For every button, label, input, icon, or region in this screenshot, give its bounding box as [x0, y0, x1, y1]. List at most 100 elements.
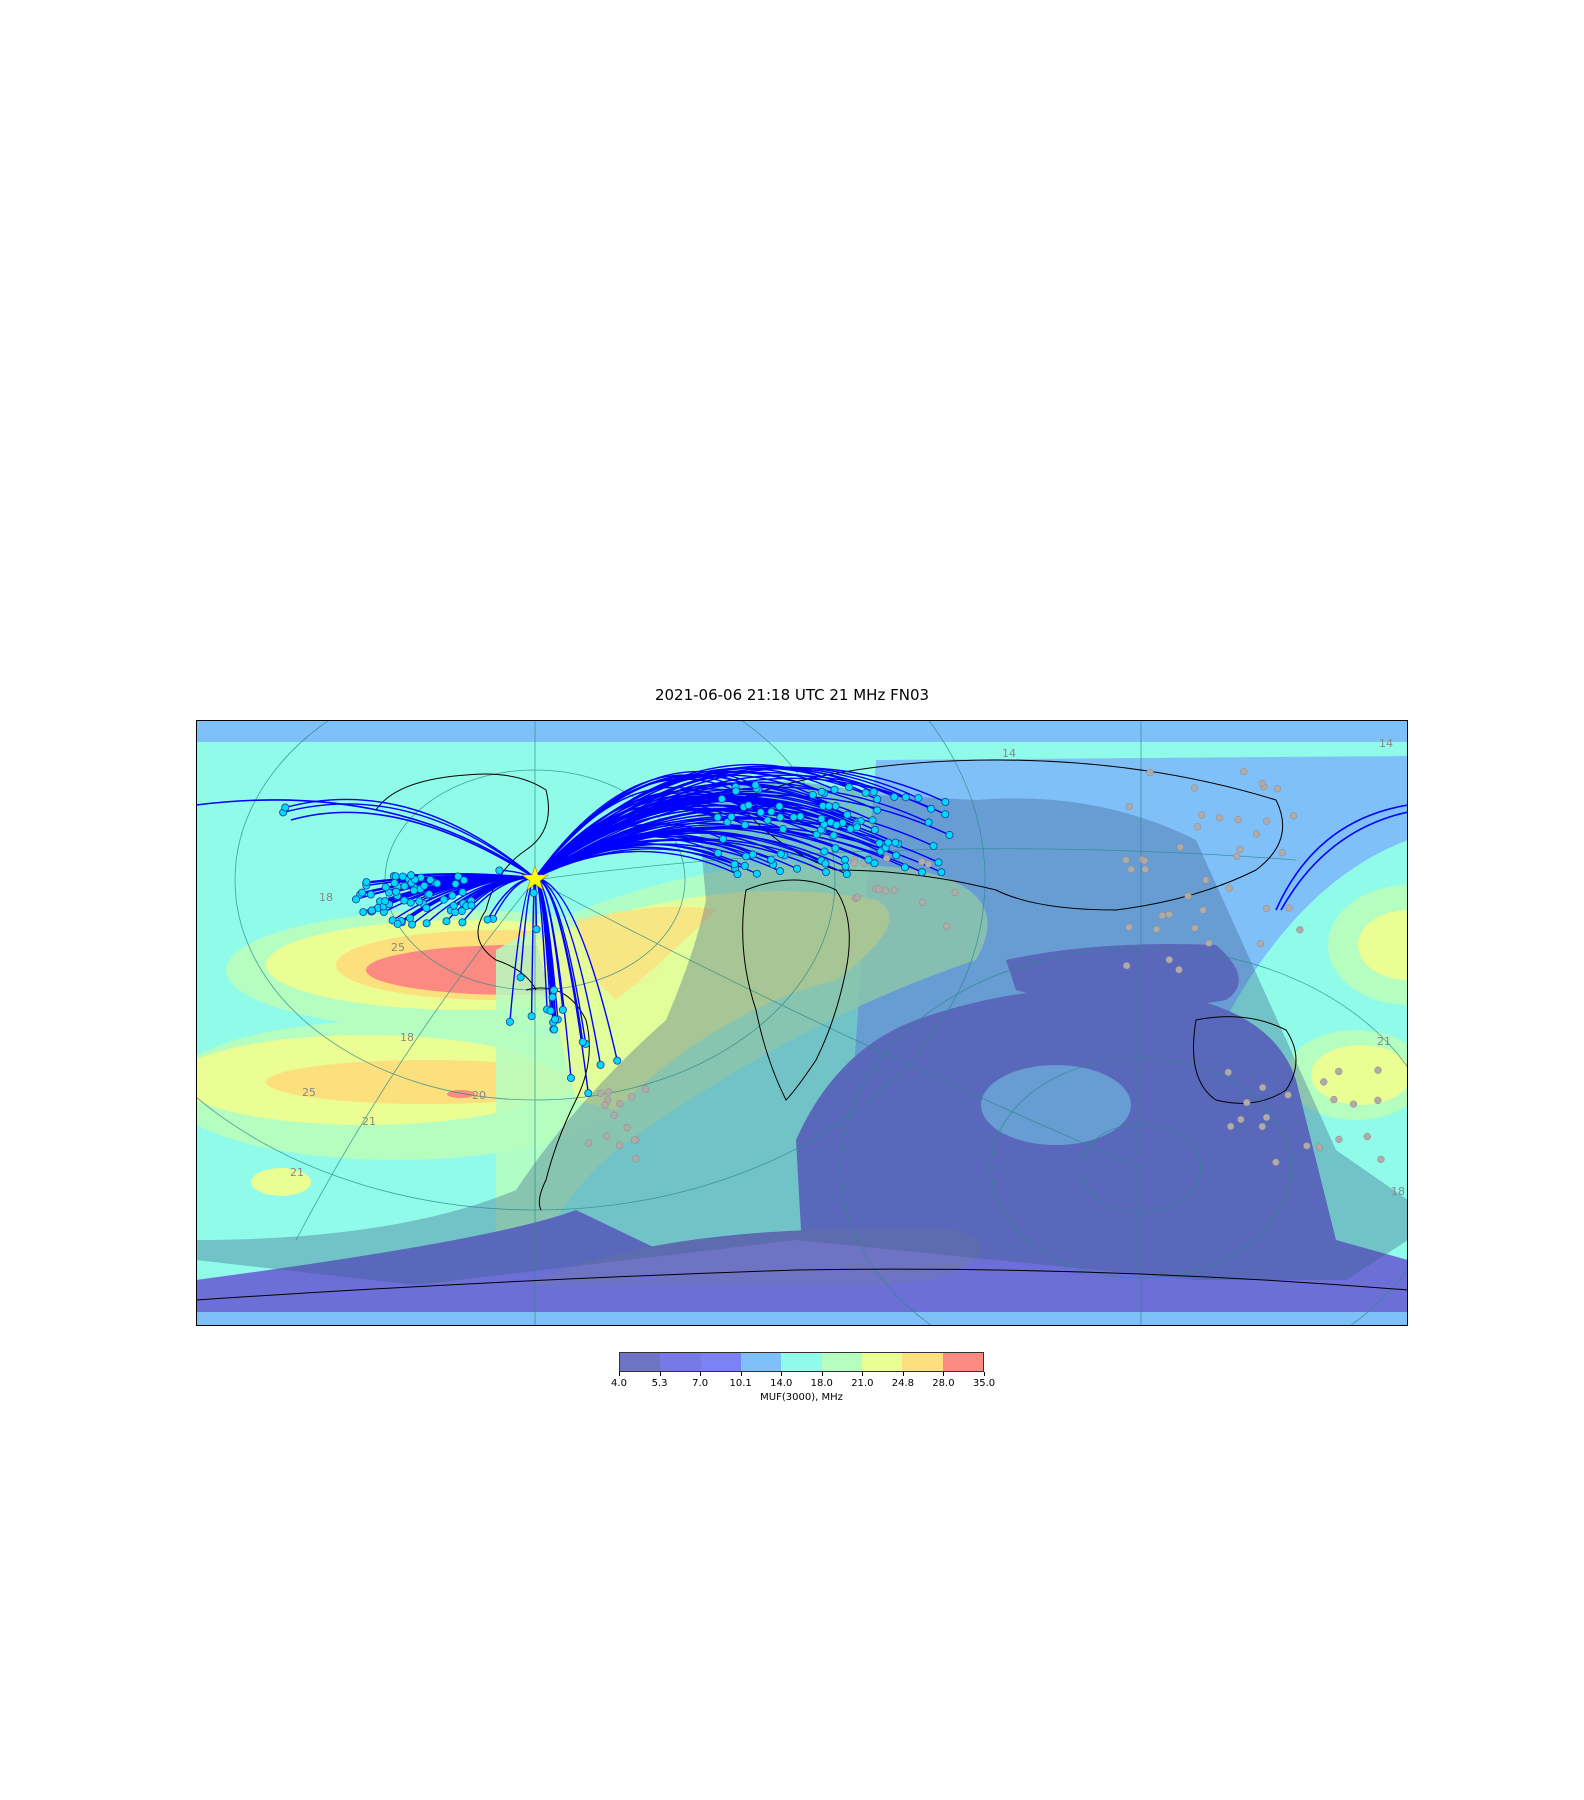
colorbar-tick [821, 1372, 823, 1376]
contour-label: 14 [1379, 737, 1393, 750]
contour-label: 21 [290, 1166, 304, 1179]
spot-marker [869, 787, 878, 796]
spot-marker [548, 993, 557, 1002]
colorbar-segment [781, 1353, 822, 1371]
other-spot-marker [1374, 1096, 1382, 1105]
contour-label: 21 [1377, 1035, 1391, 1048]
spot-marker [730, 860, 739, 869]
other-spot-marker [596, 1089, 605, 1097]
spot-marker [713, 813, 722, 822]
other-spot-marker [943, 922, 951, 930]
other-spot-marker [1191, 924, 1199, 932]
spot-marker [830, 785, 839, 794]
muf-zone-low-south [196, 988, 1408, 1326]
other-spot-marker [1122, 856, 1130, 864]
muf-zone-21-southeast [1311, 1045, 1408, 1105]
coast-africa [742, 879, 850, 1101]
spot-marker [733, 870, 742, 879]
spot-marker [529, 888, 538, 897]
colorbar-tick [943, 1372, 945, 1376]
other-spot-marker [1303, 1142, 1311, 1150]
colorbar-tick [781, 1372, 783, 1376]
other-spot-marker [1123, 962, 1131, 970]
spot-marker [748, 850, 757, 859]
other-spot-marker [616, 1099, 624, 1108]
spot-marker [900, 863, 909, 872]
spot-marker [409, 886, 418, 895]
other-spot-marker [610, 1111, 618, 1119]
other-spot-marker [918, 898, 927, 907]
spot-marker [941, 798, 950, 807]
other-spot-marker [1320, 1078, 1328, 1086]
other-spot-marker [850, 859, 859, 867]
spot-marker [483, 915, 492, 924]
spot-marker [927, 804, 936, 813]
other-spot-marker [1258, 779, 1266, 787]
muf-zone-low-indian [1006, 944, 1239, 1008]
other-spot-marker [601, 1101, 609, 1109]
colorbar-segment [660, 1353, 701, 1371]
spot-marker [405, 914, 414, 923]
spot-marker [824, 802, 833, 811]
spot-marker [281, 803, 290, 812]
spot-marker [941, 810, 950, 819]
spot-marker [767, 807, 776, 816]
spot-marker [937, 868, 946, 877]
colorbar-segment [620, 1353, 661, 1371]
contour-label: 25 [302, 1086, 316, 1099]
other-spot-marker [623, 1123, 631, 1132]
other-spot-marker [1193, 823, 1202, 831]
spot-marker [870, 825, 879, 834]
spot-marker [901, 793, 910, 802]
map-title: 2021-06-06 21:18 UTC 21 MHz FN03 [654, 686, 930, 704]
colorbar-tick [700, 1372, 702, 1376]
contour-label: 20 [472, 1089, 486, 1102]
other-spot-marker [1227, 1122, 1235, 1131]
colorbar-segment [740, 1353, 782, 1371]
spot-marker [845, 783, 854, 792]
spot-marker [832, 820, 841, 829]
spot-marker [422, 904, 431, 913]
other-spot-marker [1190, 784, 1199, 792]
contour-labels: 14 14 18 25 18 25 21 21 21 18 20 [290, 737, 1405, 1198]
contour-label: 25 [391, 941, 405, 954]
colorbar-tick-label: 4.0 [611, 1378, 627, 1389]
muf-zone-21-far-south [251, 1168, 311, 1196]
spot-marker [767, 855, 776, 864]
colorbar-label: MUF(3000), MHz [760, 1392, 843, 1403]
spot-marker [793, 864, 802, 873]
coast-eurasia [735, 759, 1284, 911]
propagation-path [196, 799, 536, 879]
spot-marker [776, 813, 785, 822]
colorbar-tick-label: 5.3 [651, 1378, 668, 1389]
colorbar-tick-label: 24.8 [891, 1378, 915, 1389]
other-spot-marker [1233, 852, 1241, 860]
spot-marker [843, 810, 852, 819]
spot-marker [808, 790, 817, 799]
contour-label: 18 [400, 1031, 414, 1044]
spot-marker [820, 847, 829, 856]
spot-marker [868, 816, 877, 825]
spot-marker [831, 844, 840, 853]
other-spot-marker [1225, 884, 1233, 892]
spot-marker [890, 792, 899, 801]
coast-south-america [525, 987, 590, 1211]
spot-marker [776, 867, 785, 876]
spot-marker [393, 919, 402, 928]
propagation-path [1280, 811, 1408, 911]
spot-marker [505, 1017, 514, 1026]
spot-marker [779, 824, 788, 833]
coast-north-america [375, 773, 549, 991]
other-spot-marker [1262, 904, 1271, 913]
muf-zone-low-antarctic [536, 1228, 982, 1294]
colorbar-segment [821, 1353, 862, 1371]
contour-label: 21 [362, 1115, 376, 1128]
spot-marker [454, 872, 463, 881]
other-spot-marker [1315, 1143, 1323, 1151]
spot-marker [550, 1025, 559, 1034]
spot-marker [918, 868, 927, 877]
colorbar-segment [861, 1353, 903, 1371]
other-spot-marker [890, 886, 899, 894]
propagation-path [534, 826, 906, 879]
other-spot-marker [1240, 767, 1248, 776]
